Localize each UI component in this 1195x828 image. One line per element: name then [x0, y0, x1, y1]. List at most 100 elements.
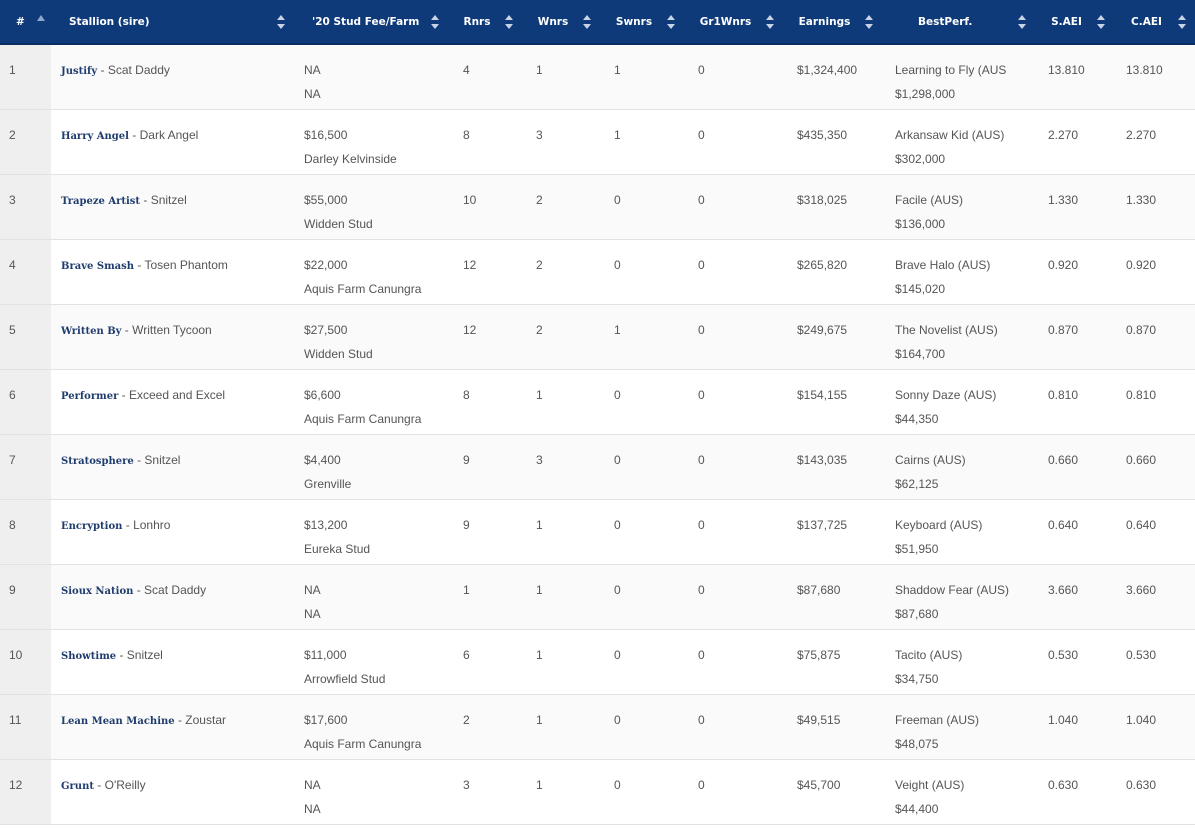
rank-value: 2: [9, 127, 16, 142]
stallion-cell: Justify - Scat Daddy: [51, 44, 294, 109]
stallion-link[interactable]: Stratosphere: [61, 455, 134, 467]
saei-value: 3.660: [1048, 582, 1079, 597]
stallion-link[interactable]: Trapeze Artist: [61, 195, 141, 207]
sire-name: - Dark Angel: [128, 127, 199, 142]
wnrs-value: 1: [536, 387, 543, 402]
gr1wnrs-cell: 0: [684, 759, 783, 824]
sort-icon[interactable]: [667, 14, 676, 29]
header-caei[interactable]: C.AEI: [1114, 0, 1195, 45]
rnrs-cell: 1: [448, 564, 522, 629]
header-saei[interactable]: S.AEI: [1035, 0, 1114, 45]
earnings-cell: $249,675: [783, 304, 882, 369]
stallion-link[interactable]: Encryption: [61, 520, 123, 532]
stallion-link[interactable]: Written By: [61, 325, 122, 337]
sort-icon[interactable]: [1097, 14, 1106, 29]
rank-cell: 1: [0, 44, 51, 109]
saei-cell: 0.530: [1035, 629, 1114, 694]
header-rnrs[interactable]: Rnrs: [448, 0, 522, 45]
sort-icon[interactable]: [431, 14, 440, 29]
stallion-link[interactable]: Harry Angel: [61, 130, 129, 142]
stallion-link[interactable]: Lean Mean Machine: [61, 715, 175, 727]
saei-value: 1.040: [1048, 712, 1079, 727]
stallion-link[interactable]: Justify: [61, 66, 98, 77]
rank-value: 9: [9, 582, 16, 597]
header-rank-label: #: [16, 15, 25, 28]
header-rank[interactable]: #: [0, 0, 51, 45]
best-performer: Veight (AUS): [895, 777, 965, 792]
header-swnrs[interactable]: Swnrs: [600, 0, 684, 45]
sire-name: - O'Reilly: [93, 777, 146, 792]
earnings-cell: $49,515: [783, 694, 882, 759]
swnrs-value: 0: [614, 647, 621, 662]
wnrs-value: 2: [536, 192, 543, 207]
header-gr1wnrs[interactable]: Gr1Wnrs: [684, 0, 783, 45]
header-bestperf[interactable]: BestPerf.: [882, 0, 1035, 45]
header-fee[interactable]: '20 Stud Fee/Farm: [294, 0, 448, 45]
rank-cell: 3: [0, 174, 51, 239]
table-row: 9 Sioux Nation - Scat Daddy NA NA 1 1 0 0…: [0, 564, 1195, 629]
caei-cell: 13.810: [1114, 44, 1195, 109]
rnrs-value: 1: [463, 582, 470, 597]
sort-icon[interactable]: [277, 14, 286, 29]
earnings-cell: $154,155: [783, 369, 882, 434]
fee-cell: $55,000 Widden Stud: [294, 174, 448, 239]
sire-name: - Scat Daddy: [133, 582, 207, 597]
sort-icon[interactable]: [583, 14, 592, 29]
header-stallion[interactable]: Stallion (sire): [51, 0, 294, 45]
sort-icon[interactable]: [766, 14, 775, 29]
stallion-link[interactable]: Brave Smash: [61, 260, 135, 272]
earnings-cell: $318,025: [783, 174, 882, 239]
best-earnings: $145,020: [895, 281, 946, 296]
gr1wnrs-cell: 0: [684, 109, 783, 174]
best-performer: Facile (AUS): [895, 192, 964, 207]
saei-value: 0.530: [1048, 647, 1079, 662]
swnrs-value: 1: [614, 322, 621, 337]
saei-value: 1.330: [1048, 192, 1079, 207]
caei-cell: 0.530: [1114, 629, 1195, 694]
rnrs-value: 9: [463, 517, 470, 532]
rnrs-cell: 12: [448, 239, 522, 304]
stud-fee: $17,600: [304, 712, 348, 727]
best-performer: Brave Halo (AUS): [895, 257, 991, 272]
rnrs-value: 8: [463, 127, 470, 142]
saei-cell: 0.660: [1035, 434, 1114, 499]
stallion-link[interactable]: Grunt: [61, 780, 94, 792]
table-row: 12 Grunt - O'Reilly NA NA 3 1 0 0 $45,700…: [0, 759, 1195, 824]
stallion-link[interactable]: Sioux Nation: [61, 585, 134, 597]
bestperf-cell: Arkansaw Kid (AUS) $302,000: [882, 109, 1035, 174]
saei-value: 0.870: [1048, 322, 1079, 337]
sort-icon[interactable]: [865, 14, 874, 29]
earnings-cell: $1,324,400: [783, 44, 882, 109]
gr1wnrs-cell: 0: [684, 434, 783, 499]
sort-icon[interactable]: [505, 14, 514, 29]
gr1wnrs-value: 0: [698, 712, 705, 727]
sort-icon[interactable]: [1178, 14, 1187, 29]
fee-cell: NA NA: [294, 759, 448, 824]
rnrs-cell: 2: [448, 694, 522, 759]
fee-cell: $11,000 Arrowfield Stud: [294, 629, 448, 694]
stud-fee: $13,200: [304, 517, 348, 532]
sort-icon[interactable]: [1018, 14, 1027, 29]
wnrs-cell: 2: [522, 239, 600, 304]
header-wnrs-label: Wnrs: [537, 15, 569, 28]
stallion-cell: Lean Mean Machine - Zoustar: [51, 694, 294, 759]
stallion-cell: Brave Smash - Tosen Phantom: [51, 239, 294, 304]
rank-cell: 4: [0, 239, 51, 304]
stallion-link[interactable]: Performer: [61, 390, 119, 402]
caei-value: 0.870: [1126, 322, 1157, 337]
header-caei-label: C.AEI: [1131, 15, 1162, 28]
rank-value: 8: [9, 517, 16, 532]
best-performer: Learning to Fly (AUS: [895, 63, 1007, 77]
farm-name: NA: [304, 801, 321, 816]
earnings-value: $137,725: [797, 517, 848, 532]
header-wnrs[interactable]: Wnrs: [522, 0, 600, 45]
header-earnings[interactable]: Earnings: [783, 0, 882, 45]
fee-cell: $4,400 Grenville: [294, 434, 448, 499]
wnrs-value: 1: [536, 712, 543, 727]
sort-ascending-icon[interactable]: [37, 15, 45, 21]
sire-name: - Tosen Phantom: [134, 257, 228, 272]
wnrs-value: 3: [536, 127, 543, 142]
swnrs-value: 0: [614, 777, 621, 792]
bestperf-cell: Learning to Fly (AUS $1,298,000: [882, 44, 1035, 109]
stallion-link[interactable]: Showtime: [61, 650, 117, 662]
